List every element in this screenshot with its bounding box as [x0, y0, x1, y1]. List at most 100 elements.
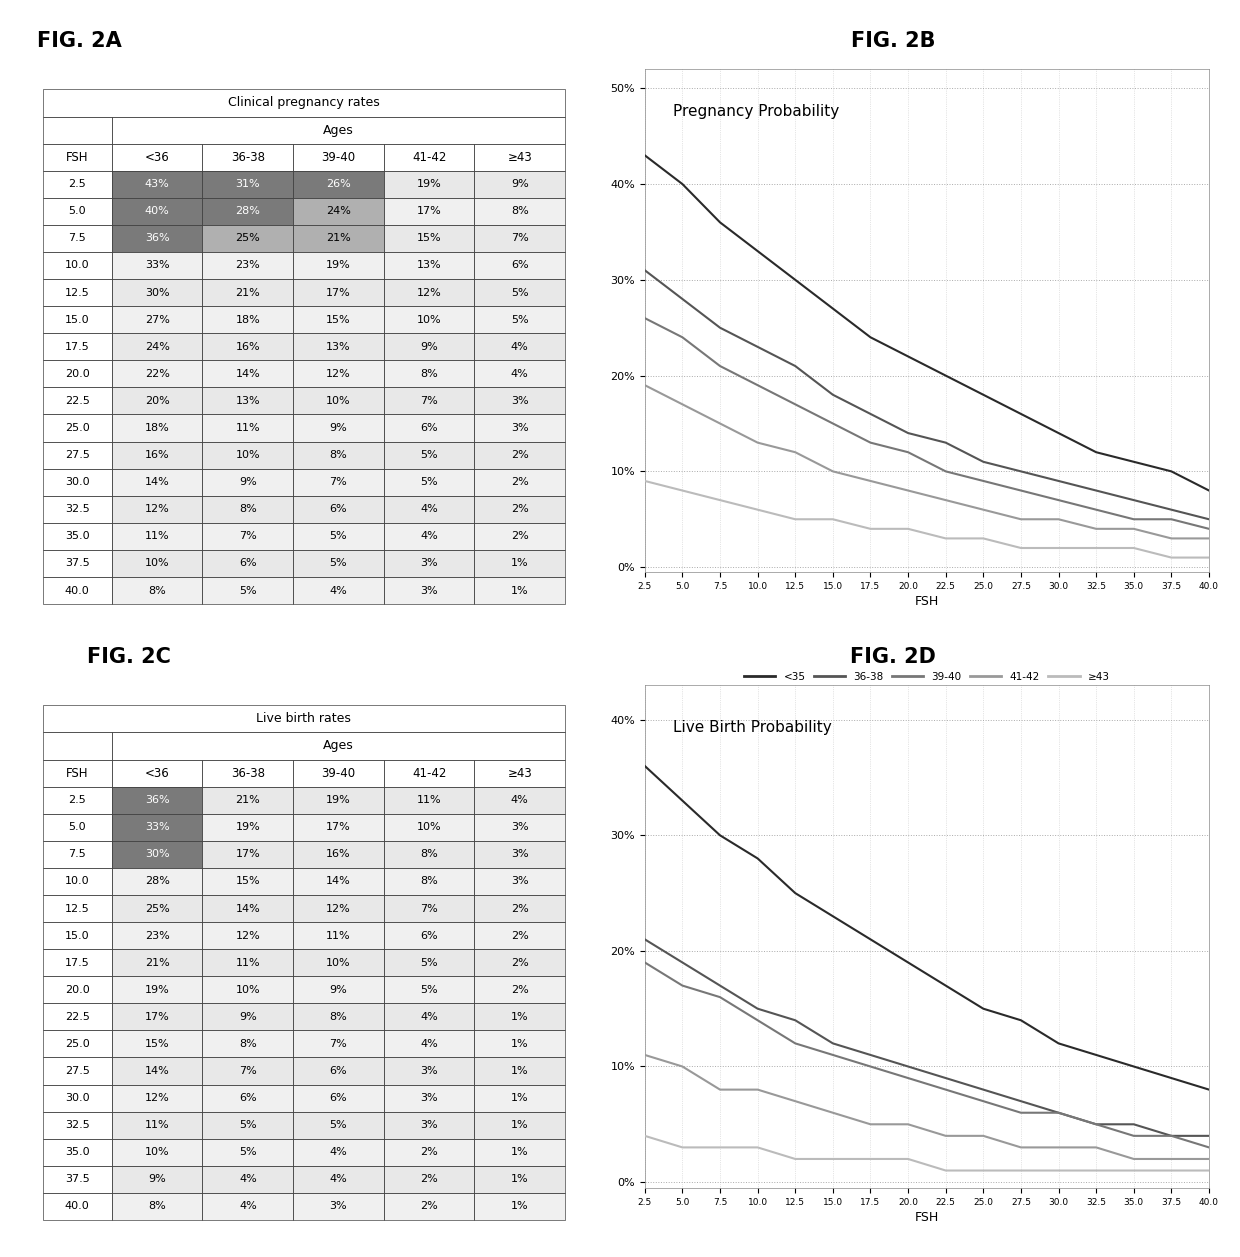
Text: 8%: 8%	[149, 586, 166, 596]
Text: 14%: 14%	[326, 876, 351, 886]
Text: 17.5: 17.5	[64, 342, 89, 352]
Bar	[475, 523, 565, 549]
Text: 27%: 27%	[145, 314, 170, 324]
Text: 10%: 10%	[417, 314, 441, 324]
Text: 43%: 43%	[145, 180, 170, 190]
Bar	[112, 949, 202, 977]
Bar	[293, 143, 383, 171]
Text: 16%: 16%	[326, 850, 351, 860]
Bar	[475, 923, 565, 949]
Bar	[293, 495, 383, 523]
<35	[826, 909, 841, 924]
<35	[713, 828, 728, 843]
Text: 15%: 15%	[145, 1040, 170, 1048]
Text: 12%: 12%	[236, 930, 260, 940]
Bar	[383, 1057, 475, 1085]
Bar	[42, 577, 112, 605]
Bar	[475, 333, 565, 361]
Bar	[475, 279, 565, 307]
Bar	[475, 1193, 565, 1221]
Text: 9%: 9%	[330, 984, 347, 994]
Text: 1%: 1%	[511, 1040, 528, 1048]
Text: 16%: 16%	[236, 342, 260, 352]
Bar	[42, 705, 565, 733]
Bar	[112, 117, 565, 143]
Text: 5%: 5%	[420, 478, 438, 488]
39-40	[1164, 1129, 1179, 1144]
Bar	[42, 197, 112, 225]
41-42	[1013, 1140, 1028, 1155]
Bar	[202, 171, 293, 197]
Bar	[112, 1139, 202, 1165]
Bar	[112, 1003, 202, 1031]
Bar	[293, 251, 383, 279]
Bar	[42, 415, 112, 441]
41-42	[939, 1129, 954, 1144]
Bar	[202, 143, 293, 171]
Bar	[42, 923, 112, 949]
Bar	[112, 1165, 202, 1193]
Bar	[475, 251, 565, 279]
Bar	[475, 841, 565, 867]
Text: 5%: 5%	[239, 586, 257, 596]
Text: 5%: 5%	[330, 1120, 347, 1130]
Bar	[383, 549, 475, 577]
Bar	[112, 977, 202, 1003]
Bar	[475, 361, 565, 387]
Bar	[42, 251, 112, 279]
≥43	[750, 1140, 765, 1155]
Bar	[383, 1031, 475, 1057]
Bar	[475, 279, 565, 307]
<35	[976, 1001, 991, 1016]
39-40	[713, 358, 728, 373]
Text: 7%: 7%	[330, 478, 347, 488]
36-38	[1126, 1116, 1141, 1131]
39-40	[1126, 512, 1141, 527]
Text: 14%: 14%	[145, 478, 170, 488]
Bar	[293, 1193, 383, 1221]
Bar	[383, 251, 475, 279]
Bar	[202, 841, 293, 867]
Bar	[202, 813, 293, 841]
Text: 33%: 33%	[145, 822, 170, 832]
Bar	[202, 1111, 293, 1139]
Bar	[383, 867, 475, 895]
Text: 15%: 15%	[236, 876, 260, 886]
≥43	[713, 493, 728, 508]
Text: 2%: 2%	[511, 984, 528, 994]
Bar	[475, 977, 565, 1003]
Bar	[293, 841, 383, 867]
Bar	[383, 1085, 475, 1111]
Bar	[112, 441, 202, 469]
Text: 5%: 5%	[511, 314, 528, 324]
Text: 36%: 36%	[145, 234, 170, 244]
Bar	[202, 361, 293, 387]
Bar	[42, 441, 112, 469]
Text: 12%: 12%	[145, 1094, 170, 1104]
Text: 3%: 3%	[511, 424, 528, 432]
Bar	[293, 441, 383, 469]
<35	[826, 300, 841, 316]
Text: 2.5: 2.5	[68, 796, 86, 806]
Bar	[383, 197, 475, 225]
Bar	[202, 549, 293, 577]
Text: 10%: 10%	[145, 1148, 170, 1158]
Text: 8%: 8%	[420, 876, 438, 886]
36-38	[750, 339, 765, 354]
Text: 7%: 7%	[420, 904, 438, 914]
Text: 21%: 21%	[145, 958, 170, 968]
Bar	[475, 787, 565, 813]
Bar	[293, 225, 383, 251]
≥43	[1013, 1163, 1028, 1178]
<35	[1202, 1082, 1216, 1097]
Bar	[293, 1057, 383, 1085]
X-axis label: FSH: FSH	[915, 595, 939, 608]
Bar	[383, 307, 475, 333]
Text: 32.5: 32.5	[64, 504, 89, 514]
Text: 1%: 1%	[511, 1120, 528, 1130]
Bar	[42, 523, 112, 549]
Bar	[293, 577, 383, 605]
Bar	[475, 1111, 565, 1139]
Bar	[475, 415, 565, 441]
Bar	[383, 867, 475, 895]
